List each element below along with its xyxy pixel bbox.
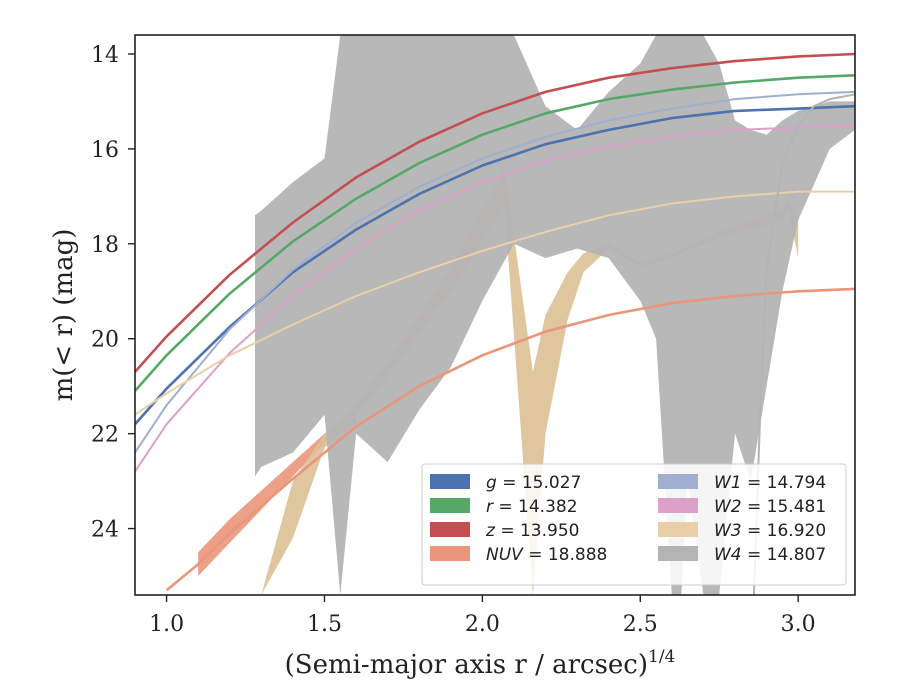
x-tick-label: 1.0 xyxy=(149,612,184,637)
x-axis-title-text: (Semi-major axis r / arcsec) xyxy=(285,650,648,680)
x-axis-title: (Semi-major axis r / arcsec)1/4 xyxy=(285,647,676,680)
y-tick-label: 14 xyxy=(91,43,119,68)
band-W3 xyxy=(255,167,799,595)
legend-label-z: z = 13.950 xyxy=(485,521,579,541)
x-tick-label: 2.0 xyxy=(465,612,500,637)
legend-swatch-r xyxy=(430,498,470,513)
line-W2 xyxy=(135,124,855,473)
x-axis-ticks: 1.0 1.5 2.0 2.5 3.0 xyxy=(149,595,816,637)
y-tick-label: 16 xyxy=(91,138,119,163)
line-W1 xyxy=(135,90,855,454)
series-lines xyxy=(135,52,855,595)
legend-label-W3: W3 = 16.920 xyxy=(714,521,826,541)
legend-label-g: g = 15.027 xyxy=(486,473,581,493)
line-W4 xyxy=(752,93,855,595)
legend-label-W4: W4 = 14.807 xyxy=(714,545,826,565)
legend-swatch-z xyxy=(430,522,470,537)
plot-frame xyxy=(134,34,856,596)
legend-label-W1: W1 = 14.794 xyxy=(714,473,826,493)
legend-swatch-W4 xyxy=(658,546,698,561)
y-tick-label: 24 xyxy=(91,518,119,543)
y-axis-ticks: 14 16 18 20 22 24 xyxy=(91,43,135,543)
x-axis-title-exponent: 1/4 xyxy=(648,647,675,667)
y-tick-label: 22 xyxy=(91,423,119,448)
y-tick-label: 20 xyxy=(91,328,119,353)
line-g xyxy=(135,104,855,426)
line-r xyxy=(135,74,855,392)
y-tick-label: 18 xyxy=(91,233,119,258)
x-tick-label: 1.5 xyxy=(307,612,342,637)
legend: g = 15.027 W1 = 14.794 r = 14.382 W2 = 15.4… xyxy=(421,463,847,586)
x-tick-label: 3.0 xyxy=(781,612,816,637)
line-z xyxy=(135,52,855,373)
legend-label-W2: W2 = 15.481 xyxy=(714,497,826,517)
x-tick-label: 2.5 xyxy=(623,612,658,637)
legend-swatch-W3 xyxy=(658,522,698,537)
legend-label-NUV: NUV = 18.888 xyxy=(486,545,607,565)
legend-swatch-W2 xyxy=(658,498,698,513)
y-axis-title: m(< r) (mag) xyxy=(49,229,79,402)
line-NUV xyxy=(165,287,855,592)
line-W3 xyxy=(135,190,855,416)
legend-swatch-NUV xyxy=(430,546,470,561)
legend-frame xyxy=(421,463,847,586)
band-W4 xyxy=(255,35,855,595)
legend-label-r: r = 14.382 xyxy=(486,497,578,517)
legend-swatch-W1 xyxy=(658,474,698,489)
legend-swatch-g xyxy=(430,474,470,489)
uncertainty-bands xyxy=(198,35,855,595)
